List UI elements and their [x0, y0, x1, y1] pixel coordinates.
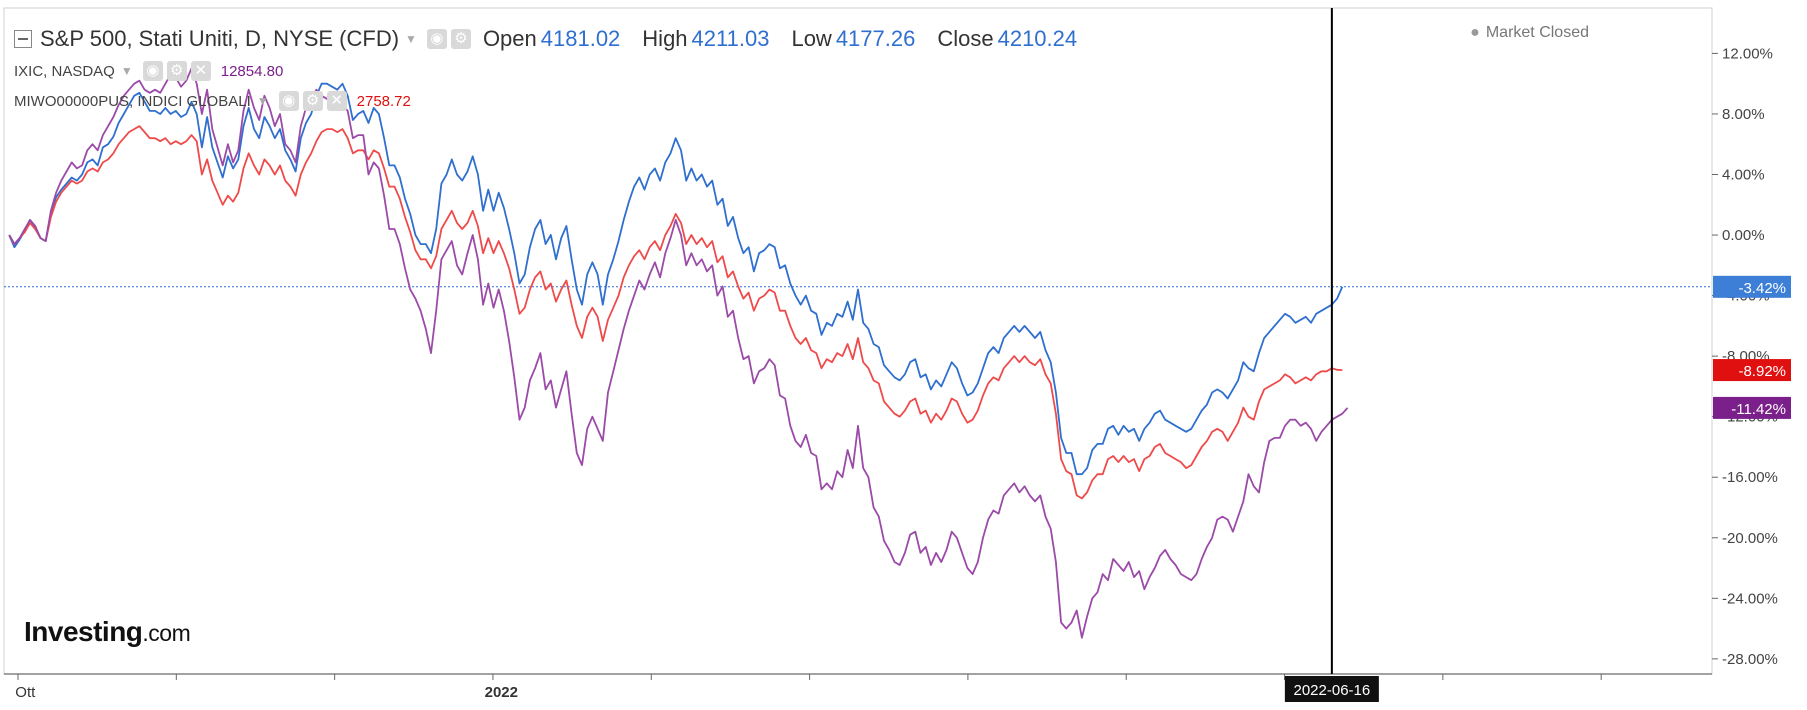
last-value-tag-sp500	[1713, 275, 1791, 298]
close-icon[interactable]: ✕	[326, 91, 347, 111]
y-tick-label: 12.00%	[1722, 45, 1773, 62]
caret-down-icon[interactable]: ▼	[256, 94, 269, 108]
caret-down-icon[interactable]: ▼	[120, 64, 133, 78]
eye-icon[interactable]: ◉	[426, 29, 447, 49]
y-tick-label: 0.00%	[1722, 227, 1765, 244]
gear-icon[interactable]: ⚙	[302, 91, 323, 111]
caret-down-icon[interactable]: ▼	[405, 32, 417, 46]
gear-icon[interactable]: ⚙	[450, 29, 471, 49]
last-value-label-sp500: -3.42%	[1738, 280, 1786, 297]
gear-icon[interactable]: ⚙	[166, 61, 187, 81]
eye-icon[interactable]: ◉	[278, 91, 299, 111]
y-tick-label: -20.00%	[1722, 530, 1778, 547]
overlay-value-nasdaq: 12854.80	[220, 62, 284, 80]
x-tick-label: 2022	[485, 684, 518, 701]
market-status-text: Market Closed	[1485, 24, 1589, 41]
close-icon[interactable]: ✕	[190, 61, 211, 81]
overlay-name-nasdaq: IXIC, NASDAQ	[14, 62, 115, 80]
last-value-label-nasdaq: -11.42%	[1731, 401, 1786, 418]
y-tick-label: 4.00%	[1722, 167, 1765, 184]
x-tick-label: Ott	[15, 684, 36, 701]
legend-main-row[interactable]: S&P 500, Stati Uniti, D, NYSE (CFD) ▼ ◉ …	[14, 22, 1091, 56]
y-tick-label: 8.00%	[1722, 106, 1765, 123]
last-value-label-msci: -8.92%	[1738, 363, 1786, 380]
overlay-value-msci: 2758.72	[356, 92, 411, 110]
market-status: ● Market Closed	[1470, 24, 1589, 42]
close-value: 4210.24	[997, 26, 1078, 51]
series-line-sp500	[8, 82, 1344, 476]
last-value-tag-msci	[1713, 359, 1791, 382]
low-label: Low	[791, 26, 832, 51]
logo-suffix: .com	[142, 620, 191, 646]
open-label: Open	[482, 26, 537, 51]
eye-icon[interactable]: ◉	[142, 61, 163, 81]
open-value: 4181.02	[540, 26, 621, 51]
last-value-tag-nasdaq	[1713, 396, 1791, 419]
y-tick-label: -24.00%	[1722, 590, 1778, 607]
close-label: Close	[937, 26, 994, 51]
main-series-title: S&P 500, Stati Uniti, D, NYSE (CFD)	[40, 26, 400, 51]
collapse-icon[interactable]	[14, 30, 32, 48]
crosshair-date-label: 2022-06-16	[1293, 682, 1370, 699]
y-tick-label: -28.00%	[1722, 651, 1778, 668]
high-value: 4211.03	[691, 26, 770, 51]
legend: S&P 500, Stati Uniti, D, NYSE (CFD) ▼ ◉ …	[14, 22, 1091, 116]
series-line-msci	[8, 125, 1343, 500]
legend-overlay-row-msci[interactable]: MIWO00000PUS, INDICI GLOBALI ▼ ◉ ⚙ ✕ 275…	[14, 86, 1091, 116]
crosshair-date-box	[1284, 676, 1379, 702]
status-dot-icon: ●	[1470, 24, 1480, 41]
crosshair-and-labels: 2022-06-16 -3.42% -8.92% -11.42%	[1284, 8, 1791, 702]
y-tick-label: -16.00%	[1722, 469, 1778, 486]
logo-brand: Investing	[24, 616, 143, 647]
series-line-nasdaq	[8, 67, 1349, 639]
investing-logo: Investing.com	[24, 616, 191, 648]
high-label: High	[642, 26, 688, 51]
legend-overlay-row-nasdaq[interactable]: IXIC, NASDAQ ▼ ◉ ⚙ ✕ 12854.80	[14, 56, 1091, 86]
low-value: 4177.26	[835, 26, 916, 51]
series-lines	[8, 67, 1349, 639]
overlay-name-msci: MIWO00000PUS, INDICI GLOBALI	[14, 92, 251, 110]
